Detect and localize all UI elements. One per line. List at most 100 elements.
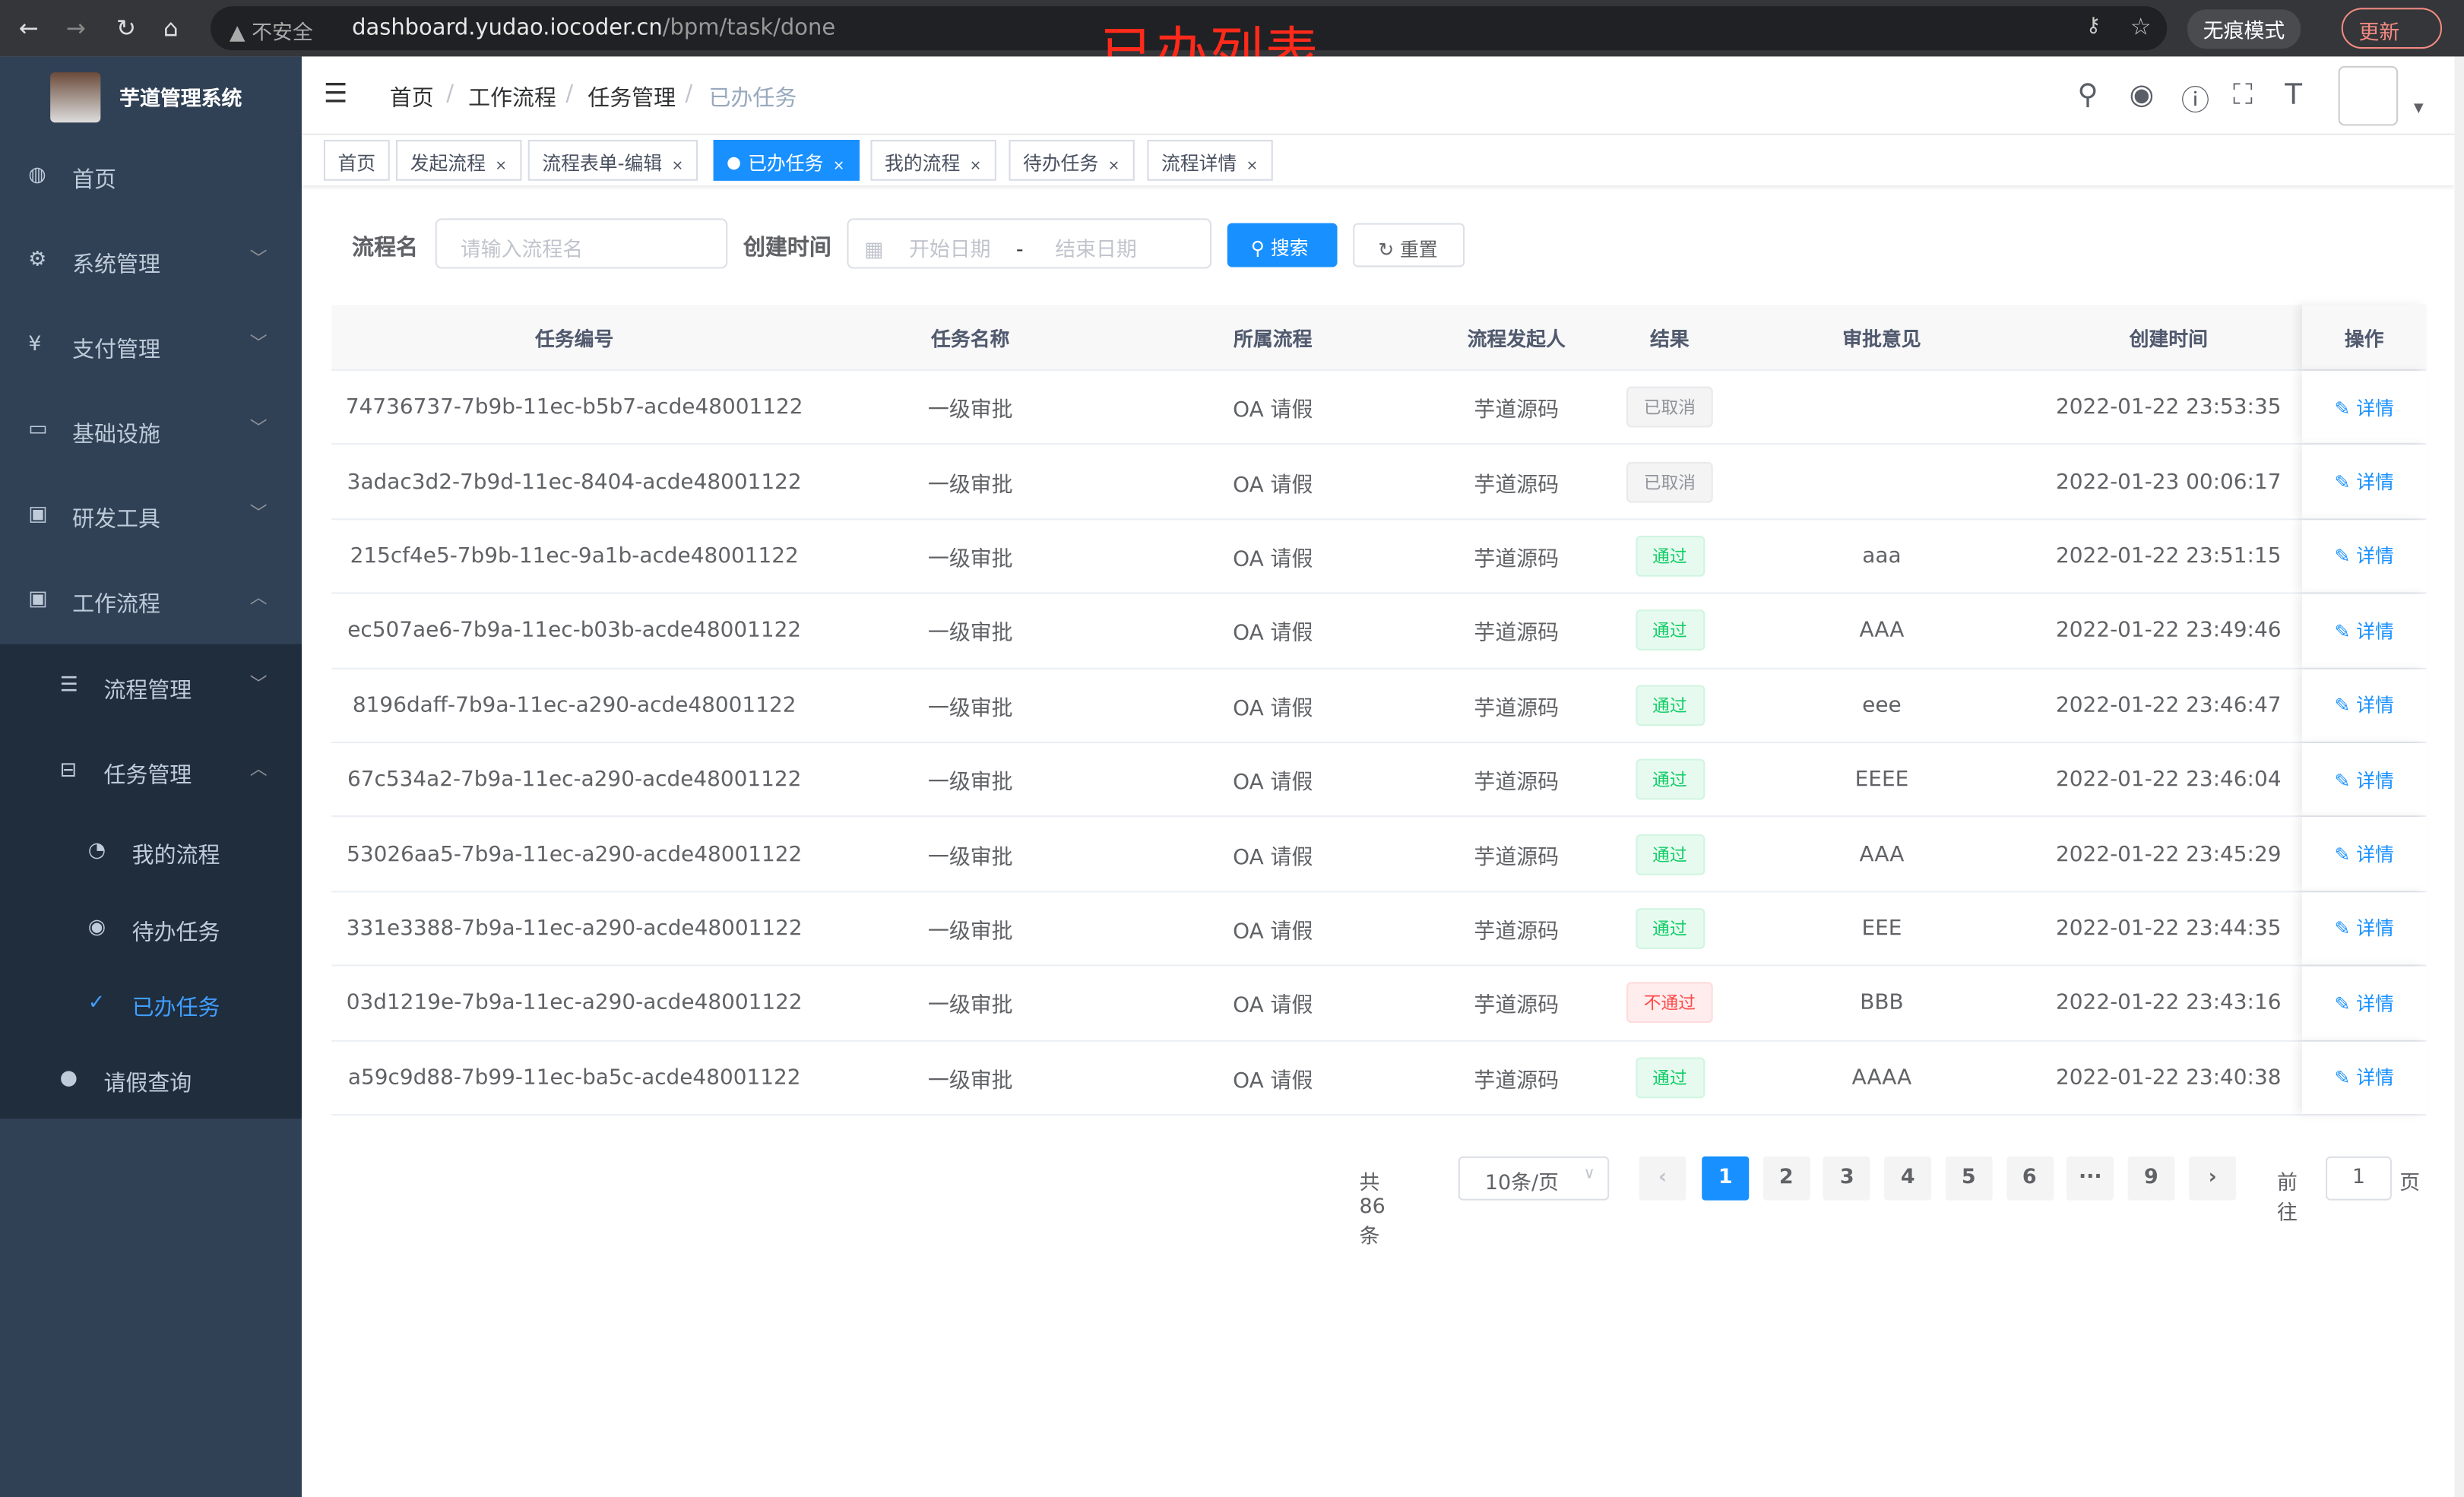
avatar[interactable] bbox=[2338, 65, 2399, 126]
page-button[interactable]: 3 bbox=[1823, 1156, 1871, 1201]
detail-link[interactable]: ✎ 详情 bbox=[2335, 1064, 2394, 1090]
chevron-down-icon: ﹀ bbox=[249, 333, 268, 354]
tags-view: 首页 发起流程 × 流程表单-编辑 × 已办任务 × 我的流程 × 待办任务 × 流程详情 × bbox=[301, 135, 2455, 185]
tag-2[interactable]: 流程表单-编辑 × bbox=[527, 140, 698, 181]
hamburger-icon[interactable]: ☰ bbox=[323, 78, 348, 110]
star-icon[interactable]: ☆ bbox=[2130, 12, 2152, 41]
detail-link[interactable]: ✎ 详情 bbox=[2335, 692, 2394, 718]
help-icon[interactable]: ⓘ bbox=[2181, 84, 2210, 119]
sidebar-item[interactable]: ▣ 研发工具 ﹀ bbox=[0, 478, 302, 556]
table-cell: OA 请假 bbox=[1233, 1068, 1313, 1093]
tag-1[interactable]: 发起流程 × bbox=[396, 140, 521, 181]
result-badge: 通过 bbox=[1635, 1056, 1705, 1098]
key-icon[interactable]: ⚷ bbox=[2086, 14, 2101, 38]
detail-link[interactable]: ✎ 详情 bbox=[2335, 468, 2394, 495]
page-button[interactable]: 9 bbox=[2127, 1156, 2175, 1201]
table-cell: 2022-01-22 23:45:29 bbox=[2056, 841, 2282, 867]
table-header: 任务编号 任务名称 所属流程 流程发起人 结果 审批意见 创建时间 操作 bbox=[331, 305, 2427, 371]
tag-3[interactable]: 已办任务 × bbox=[713, 140, 860, 181]
table-row: a59c9d88-7b99-11ec-ba5c-acde48001122 一级审批… bbox=[331, 1040, 2427, 1116]
detail-link[interactable]: ✎ 详情 bbox=[2335, 840, 2394, 867]
sidebar-subitem[interactable]: ● 请假查询 bbox=[0, 1042, 302, 1120]
process-name-input[interactable]: 请输入流程名 bbox=[435, 218, 728, 269]
close-icon[interactable]: × bbox=[1107, 158, 1120, 175]
table-cell: 芋道源码 bbox=[1474, 695, 1560, 721]
close-icon[interactable]: × bbox=[1246, 158, 1259, 175]
search-icon: ⚲ bbox=[1250, 237, 1271, 260]
sidebar-item[interactable]: ▭ 基础设施 ﹀ bbox=[0, 393, 302, 471]
detail-link[interactable]: ✎ 详情 bbox=[2335, 543, 2394, 569]
monitor-icon: ▭ bbox=[28, 417, 48, 442]
page-button[interactable]: 6 bbox=[2006, 1156, 2054, 1201]
detail-link[interactable]: ✎ 详情 bbox=[2335, 915, 2394, 942]
detail-label: 详情 bbox=[2356, 1067, 2394, 1090]
edit-icon: ✎ bbox=[2334, 620, 2357, 643]
next-page-button[interactable]: › bbox=[2189, 1156, 2237, 1201]
tag-5[interactable]: 待办任务 × bbox=[1009, 140, 1134, 181]
page-size-select[interactable]: 10条/页 ∨ bbox=[1458, 1156, 1610, 1201]
search-button[interactable]: ⚲ 搜索 bbox=[1227, 223, 1338, 267]
tag-0[interactable]: 首页 bbox=[323, 140, 390, 181]
sidebar-item[interactable]: ▣ 工作流程 ︿ bbox=[0, 562, 302, 641]
close-icon[interactable]: × bbox=[969, 158, 982, 175]
detail-link[interactable]: ✎ 详情 bbox=[2335, 766, 2394, 793]
search-icon[interactable]: ⚲ bbox=[2077, 78, 2098, 112]
forward-icon[interactable]: → bbox=[65, 14, 86, 43]
scrollbar[interactable] bbox=[2454, 56, 2464, 1497]
sidebar-subitem[interactable]: ✓ 已办任务 bbox=[0, 967, 302, 1045]
sidebar-subitem[interactable]: ◉ 待办任务 bbox=[0, 891, 302, 969]
table-cell: 215cf4e5-7b9b-11ec-9a1b-acde48001122 bbox=[350, 543, 799, 569]
date-range-picker[interactable]: ▦ 开始日期 - 结束日期 bbox=[847, 218, 1212, 269]
sidebar-item[interactable]: ◍ 首页 bbox=[0, 138, 302, 217]
end-date-input[interactable]: 结束日期 bbox=[1055, 239, 1137, 263]
reset-button[interactable]: ↻ 重置 bbox=[1353, 223, 1465, 267]
table-cell: 通过 bbox=[1610, 594, 1728, 667]
breadcrumb-item[interactable]: 首页 bbox=[389, 86, 434, 112]
reload-icon[interactable]: ↻ bbox=[116, 14, 137, 43]
tree-icon: ⊟ bbox=[59, 758, 78, 783]
prev-page-button[interactable]: ‹ bbox=[1639, 1156, 1686, 1201]
close-icon[interactable]: × bbox=[671, 158, 684, 175]
table-cell: 一级审批 bbox=[927, 472, 1013, 498]
back-icon[interactable]: ← bbox=[18, 14, 39, 43]
table-cell: 一级审批 bbox=[927, 993, 1013, 1019]
caret-down-icon[interactable]: ▼ bbox=[2413, 100, 2424, 115]
sidebar-subitem[interactable]: ◔ 我的流程 bbox=[0, 814, 302, 892]
table-cell: OA 请假 bbox=[1233, 397, 1313, 423]
breadcrumb-item[interactable]: 工作流程 bbox=[468, 86, 556, 112]
detail-link[interactable]: ✎ 详情 bbox=[2335, 394, 2394, 420]
page-button[interactable]: 5 bbox=[1945, 1156, 1993, 1201]
table-row: 74736737-7b9b-11ec-b5b7-acde48001122 一级审批… bbox=[331, 370, 2427, 445]
table-cell: 通过 bbox=[1610, 743, 1728, 816]
breadcrumb-item[interactable]: 任务管理 bbox=[587, 86, 676, 112]
page-button[interactable]: ··· bbox=[2067, 1156, 2114, 1201]
incognito-badge[interactable]: 无痕模式 bbox=[2187, 9, 2301, 49]
detail-link[interactable]: ✎ 详情 bbox=[2335, 989, 2394, 1016]
page-button[interactable]: 4 bbox=[1884, 1156, 1932, 1201]
tag-6[interactable]: 流程详情 × bbox=[1147, 140, 1272, 181]
sidebar-subitem[interactable]: ☰ 流程管理 ﹀ bbox=[0, 649, 302, 727]
table-cell: 一级审批 bbox=[927, 397, 1013, 423]
tag-4[interactable]: 我的流程 × bbox=[870, 140, 996, 181]
sidebar-item[interactable]: ⚙ 系统管理 ﹀ bbox=[0, 223, 302, 302]
sidebar-item[interactable]: ¥ 支付管理 ﹀ bbox=[0, 308, 302, 386]
address-bar[interactable]: ▲ 不安全 dashboard.yudao.iocoder.cn/bpm/tas… bbox=[211, 6, 2168, 51]
start-date-input[interactable]: 开始日期 bbox=[908, 239, 991, 263]
column-header: 任务编号 bbox=[534, 327, 614, 351]
detail-link[interactable]: ✎ 详情 bbox=[2335, 617, 2394, 644]
font-size-icon[interactable]: T bbox=[2285, 78, 2303, 112]
goto-page-input[interactable]: 1 bbox=[2326, 1156, 2392, 1201]
home-icon[interactable]: ⌂ bbox=[163, 14, 179, 43]
github-icon[interactable]: ◉ bbox=[2129, 78, 2155, 112]
result-badge: 已取消 bbox=[1626, 387, 1713, 428]
page-button[interactable]: 1 bbox=[1702, 1156, 1750, 1201]
update-button[interactable]: 更新 bbox=[2341, 8, 2443, 49]
sidebar-subitem[interactable]: ⊟ 任务管理 ︿ bbox=[0, 734, 302, 812]
close-icon[interactable]: × bbox=[832, 158, 845, 175]
table-cell: BBB bbox=[1860, 990, 1904, 1016]
refresh-icon: ↻ bbox=[1378, 239, 1400, 261]
close-icon[interactable]: × bbox=[495, 158, 507, 175]
page-button[interactable]: 2 bbox=[1762, 1156, 1810, 1201]
navbar: ☰ 首页 / 工作流程 / 任务管理 / 已办任务 ⚲ ◉ ⓘ ⛶ T ▼ bbox=[301, 56, 2455, 135]
fullscreen-icon[interactable]: ⛶ bbox=[2233, 78, 2253, 112]
